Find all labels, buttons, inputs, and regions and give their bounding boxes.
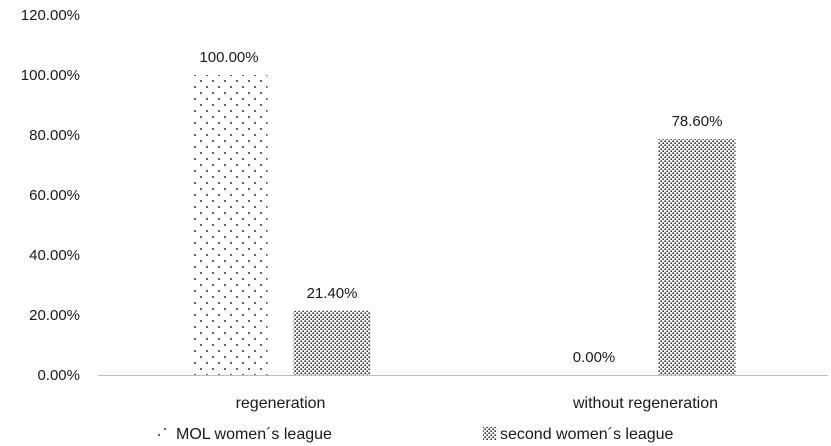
bar-second [658, 139, 736, 375]
y-tick-label: 120.00% [21, 7, 80, 24]
legend-item-mol: MOL women´s league [158, 426, 332, 443]
y-tick-label: 0.00% [37, 367, 80, 384]
y-tick-label: 40.00% [29, 247, 80, 264]
data-label: 21.40% [307, 285, 358, 302]
legend-swatch-second [483, 427, 496, 440]
bars [190, 75, 736, 375]
legend-label-second: second women´s league [500, 426, 674, 443]
legend-label-mol: MOL women´s league [176, 426, 332, 443]
legend: MOL women´s league second women´s league [158, 426, 674, 443]
legend-item-second: second women´s league [483, 426, 674, 443]
category-labels: regeneration without regeneration [236, 395, 718, 412]
y-axis-ticks: 0.00% 20.00% 40.00% 60.00% 80.00% 100.00% 120.… [21, 7, 80, 384]
bar-mol [190, 75, 268, 375]
y-tick-label: 100.00% [21, 67, 80, 84]
data-labels: 100.00% 21.40% 0.00% 78.60% [199, 49, 722, 366]
y-tick-label: 80.00% [29, 127, 80, 144]
category-label: without regeneration [572, 395, 718, 412]
category-label: regeneration [236, 395, 326, 412]
data-label: 78.60% [672, 113, 723, 130]
y-tick-label: 60.00% [29, 187, 80, 204]
data-label: 0.00% [573, 349, 616, 366]
legend-swatch-mol [158, 427, 170, 439]
bar-second [293, 310, 371, 375]
y-tick-label: 20.00% [29, 307, 80, 324]
data-label: 100.00% [199, 49, 258, 66]
